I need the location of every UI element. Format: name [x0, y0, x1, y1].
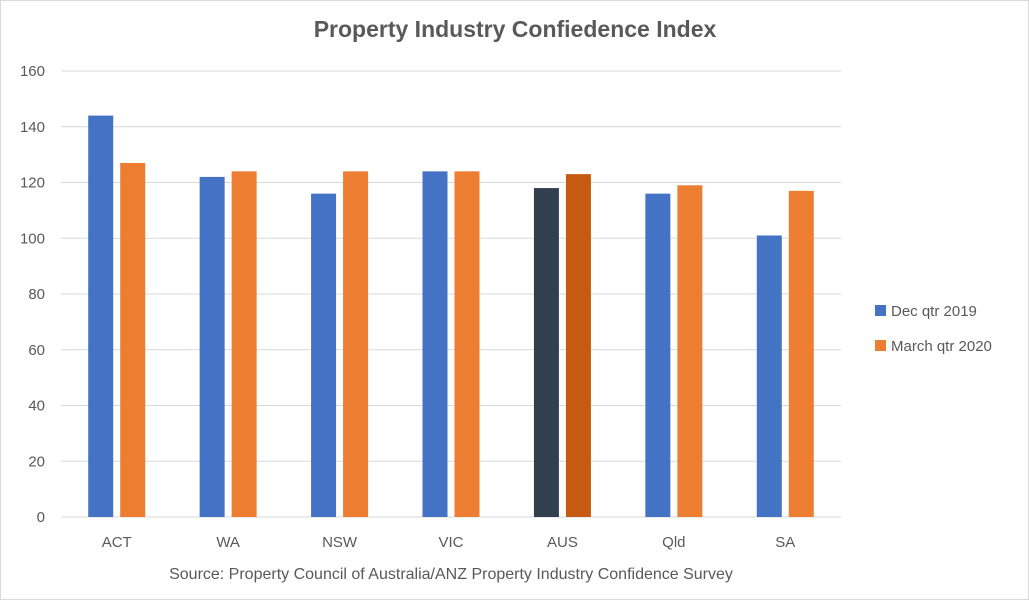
- y-axis-ticks: 0 20 40 60 80 100 120 140 160: [20, 63, 45, 526]
- bar-qld-series-2: [677, 185, 703, 517]
- bar-nsw-series-2: [343, 171, 369, 517]
- y-tick-label: 80: [28, 286, 45, 303]
- x-axis-ticks: ACT WA NSW VIC AUS Qld SA: [102, 534, 796, 551]
- legend-swatch: [875, 305, 886, 316]
- x-tick-label: VIC: [438, 534, 463, 551]
- legend-swatch: [875, 340, 886, 351]
- y-tick-label: 60: [28, 342, 45, 359]
- bar-sa-series-1: [756, 235, 782, 517]
- source-note: Source: Property Council of Australia/AN…: [169, 566, 733, 583]
- bar-vic-series-1: [422, 171, 448, 517]
- bar-nsw-series-1: [311, 193, 337, 517]
- bar-act-series-1: [88, 115, 114, 517]
- y-tick-label: 100: [20, 230, 45, 247]
- y-tick-label: 0: [37, 509, 45, 526]
- y-tick-label: 160: [20, 63, 45, 80]
- bar-qld-series-1: [645, 193, 671, 517]
- legend-label: March qtr 2020: [891, 338, 992, 355]
- bar-aus-series-2: [565, 174, 591, 517]
- y-tick-label: 20: [28, 453, 45, 470]
- legend: Dec qtr 2019 March qtr 2020: [875, 303, 992, 355]
- bar-act-series-2: [120, 162, 146, 518]
- bars: [88, 115, 814, 518]
- x-tick-label: Qld: [662, 534, 685, 551]
- bar-sa-series-2: [788, 190, 814, 518]
- y-tick-label: 140: [20, 119, 45, 136]
- x-tick-label: ACT: [102, 534, 132, 551]
- y-tick-label: 120: [20, 175, 45, 192]
- bar-wa-series-1: [199, 176, 225, 518]
- x-tick-label: WA: [216, 534, 240, 551]
- bar-vic-series-2: [454, 171, 480, 517]
- x-tick-label: SA: [775, 534, 795, 551]
- legend-label: Dec qtr 2019: [891, 303, 977, 320]
- gridlines: [61, 70, 841, 518]
- bar-aus-series-1: [533, 188, 559, 517]
- x-tick-label: AUS: [547, 534, 578, 551]
- y-tick-label: 40: [28, 398, 45, 415]
- chart-title: Property Industry Confiedence Index: [314, 16, 717, 42]
- x-tick-label: NSW: [322, 534, 358, 551]
- bar-wa-series-2: [231, 171, 257, 517]
